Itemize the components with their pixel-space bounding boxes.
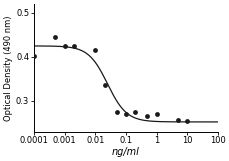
Point <box>133 110 136 113</box>
Point <box>175 118 179 121</box>
Point <box>93 49 97 52</box>
Point <box>154 113 158 115</box>
Point <box>114 110 118 113</box>
Point <box>185 120 188 123</box>
Y-axis label: Optical Density (490 nm): Optical Density (490 nm) <box>4 15 13 121</box>
Point <box>102 84 106 87</box>
X-axis label: ng/ml: ng/ml <box>112 147 139 157</box>
Point <box>32 55 36 57</box>
Point <box>72 45 75 47</box>
Point <box>124 113 127 115</box>
Point <box>53 36 57 38</box>
Point <box>145 115 149 118</box>
Point <box>63 45 66 47</box>
